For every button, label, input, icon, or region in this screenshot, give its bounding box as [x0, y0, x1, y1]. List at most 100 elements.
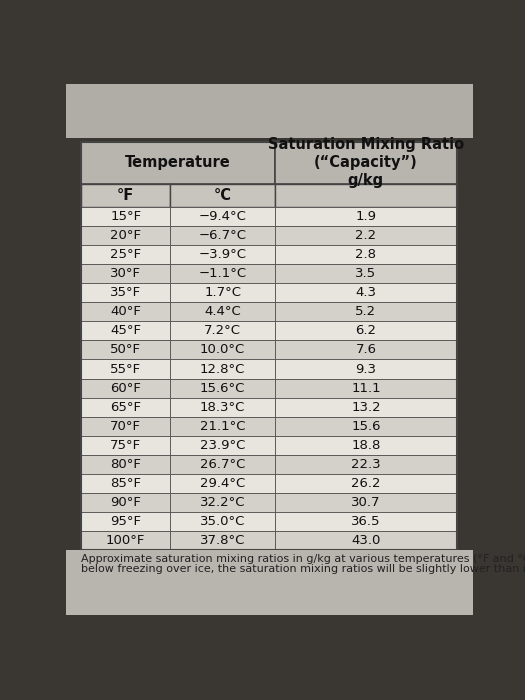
Text: 30.7: 30.7 [351, 496, 381, 509]
Text: 3.5: 3.5 [355, 267, 376, 280]
Bar [81, 245, 170, 265]
Text: 20°F: 20°F [110, 230, 141, 242]
Text: 10.0°C: 10.0°C [200, 344, 245, 356]
Bar [275, 226, 457, 245]
Bar [275, 321, 457, 340]
Text: 1.7°C: 1.7°C [204, 286, 241, 300]
Text: 75°F: 75°F [110, 439, 141, 452]
Text: °C: °C [214, 188, 232, 203]
Text: 2.8: 2.8 [355, 248, 376, 261]
Bar [170, 321, 275, 340]
Bar [81, 284, 170, 302]
Text: 70°F: 70°F [110, 419, 141, 433]
Bar [170, 455, 275, 474]
Bar [275, 493, 457, 512]
Bar [275, 245, 457, 265]
Text: 26.7°C: 26.7°C [200, 458, 245, 470]
Bar [170, 340, 275, 360]
Text: Approximate saturation mixing ratios in g/kg at various temperatures (°F and °C): Approximate saturation mixing ratios in … [81, 554, 525, 564]
Bar [66, 84, 472, 138]
Bar [81, 141, 457, 550]
Bar [170, 245, 275, 265]
Bar [170, 493, 275, 512]
Text: 13.2: 13.2 [351, 400, 381, 414]
Text: 1.9: 1.9 [355, 210, 376, 223]
Bar [81, 360, 170, 379]
Text: 15.6: 15.6 [351, 419, 381, 433]
Text: 85°F: 85°F [110, 477, 141, 490]
Text: 37.8°C: 37.8°C [200, 534, 245, 547]
Text: 65°F: 65°F [110, 400, 141, 414]
Bar [275, 360, 457, 379]
Text: 35.0°C: 35.0°C [200, 514, 245, 528]
Bar [275, 207, 457, 226]
Bar [170, 512, 275, 531]
Bar [170, 226, 275, 245]
Bar [81, 455, 170, 474]
Text: 30°F: 30°F [110, 267, 141, 280]
Bar [81, 379, 170, 398]
Text: 7.2°C: 7.2°C [204, 324, 241, 337]
Text: 25°F: 25°F [110, 248, 141, 261]
Bar [170, 474, 275, 493]
Text: 40°F: 40°F [110, 305, 141, 318]
Text: 22.3: 22.3 [351, 458, 381, 470]
Bar [81, 398, 170, 416]
Text: 6.2: 6.2 [355, 324, 376, 337]
Text: 4.4°C: 4.4°C [204, 305, 241, 318]
Bar [275, 416, 457, 435]
Bar [275, 141, 457, 184]
Text: °F: °F [117, 188, 134, 203]
Text: 5.2: 5.2 [355, 305, 376, 318]
Bar [170, 398, 275, 416]
Bar [81, 226, 170, 245]
Bar [275, 455, 457, 474]
Bar [81, 435, 170, 455]
Text: 15°F: 15°F [110, 210, 141, 223]
Text: 18.3°C: 18.3°C [200, 400, 245, 414]
Bar [170, 207, 275, 226]
Text: 55°F: 55°F [110, 363, 141, 375]
Text: 18.8: 18.8 [351, 439, 381, 452]
Text: −6.7°C: −6.7°C [198, 230, 247, 242]
Bar [170, 531, 275, 550]
Text: 26.2: 26.2 [351, 477, 381, 490]
Text: −9.4°C: −9.4°C [198, 210, 247, 223]
Text: −3.9°C: −3.9°C [198, 248, 247, 261]
Text: 80°F: 80°F [110, 458, 141, 470]
Text: 100°F: 100°F [106, 534, 145, 547]
Bar [81, 531, 170, 550]
Bar [275, 302, 457, 321]
Bar [81, 184, 170, 207]
Text: Saturation Mixing Ratio
(“Capacity”)
g/kg: Saturation Mixing Ratio (“Capacity”) g/k… [268, 137, 464, 188]
Bar [275, 512, 457, 531]
Bar [170, 302, 275, 321]
Bar [81, 141, 275, 184]
Text: 21.1°C: 21.1°C [200, 419, 245, 433]
Bar [170, 265, 275, 284]
Text: 12.8°C: 12.8°C [200, 363, 245, 375]
Text: 90°F: 90°F [110, 496, 141, 509]
Bar [81, 493, 170, 512]
Bar [170, 184, 275, 207]
Text: −1.1°C: −1.1°C [198, 267, 247, 280]
Bar [275, 379, 457, 398]
Text: 32.2°C: 32.2°C [200, 496, 245, 509]
Bar [81, 416, 170, 435]
Bar [275, 531, 457, 550]
Bar [81, 340, 170, 360]
Bar [170, 416, 275, 435]
Text: 23.9°C: 23.9°C [200, 439, 245, 452]
Text: 36.5: 36.5 [351, 514, 381, 528]
Text: 35°F: 35°F [110, 286, 141, 300]
Text: 11.1: 11.1 [351, 382, 381, 395]
Bar [170, 284, 275, 302]
Bar [275, 340, 457, 360]
Bar [66, 550, 472, 615]
Bar [275, 435, 457, 455]
Text: 9.3: 9.3 [355, 363, 376, 375]
Text: 95°F: 95°F [110, 514, 141, 528]
Text: Temperature: Temperature [125, 155, 231, 170]
Text: below freezing over ice, the saturation mixing ratios will be slightly lower tha: below freezing over ice, the saturation … [81, 564, 525, 574]
Bar [66, 615, 472, 623]
